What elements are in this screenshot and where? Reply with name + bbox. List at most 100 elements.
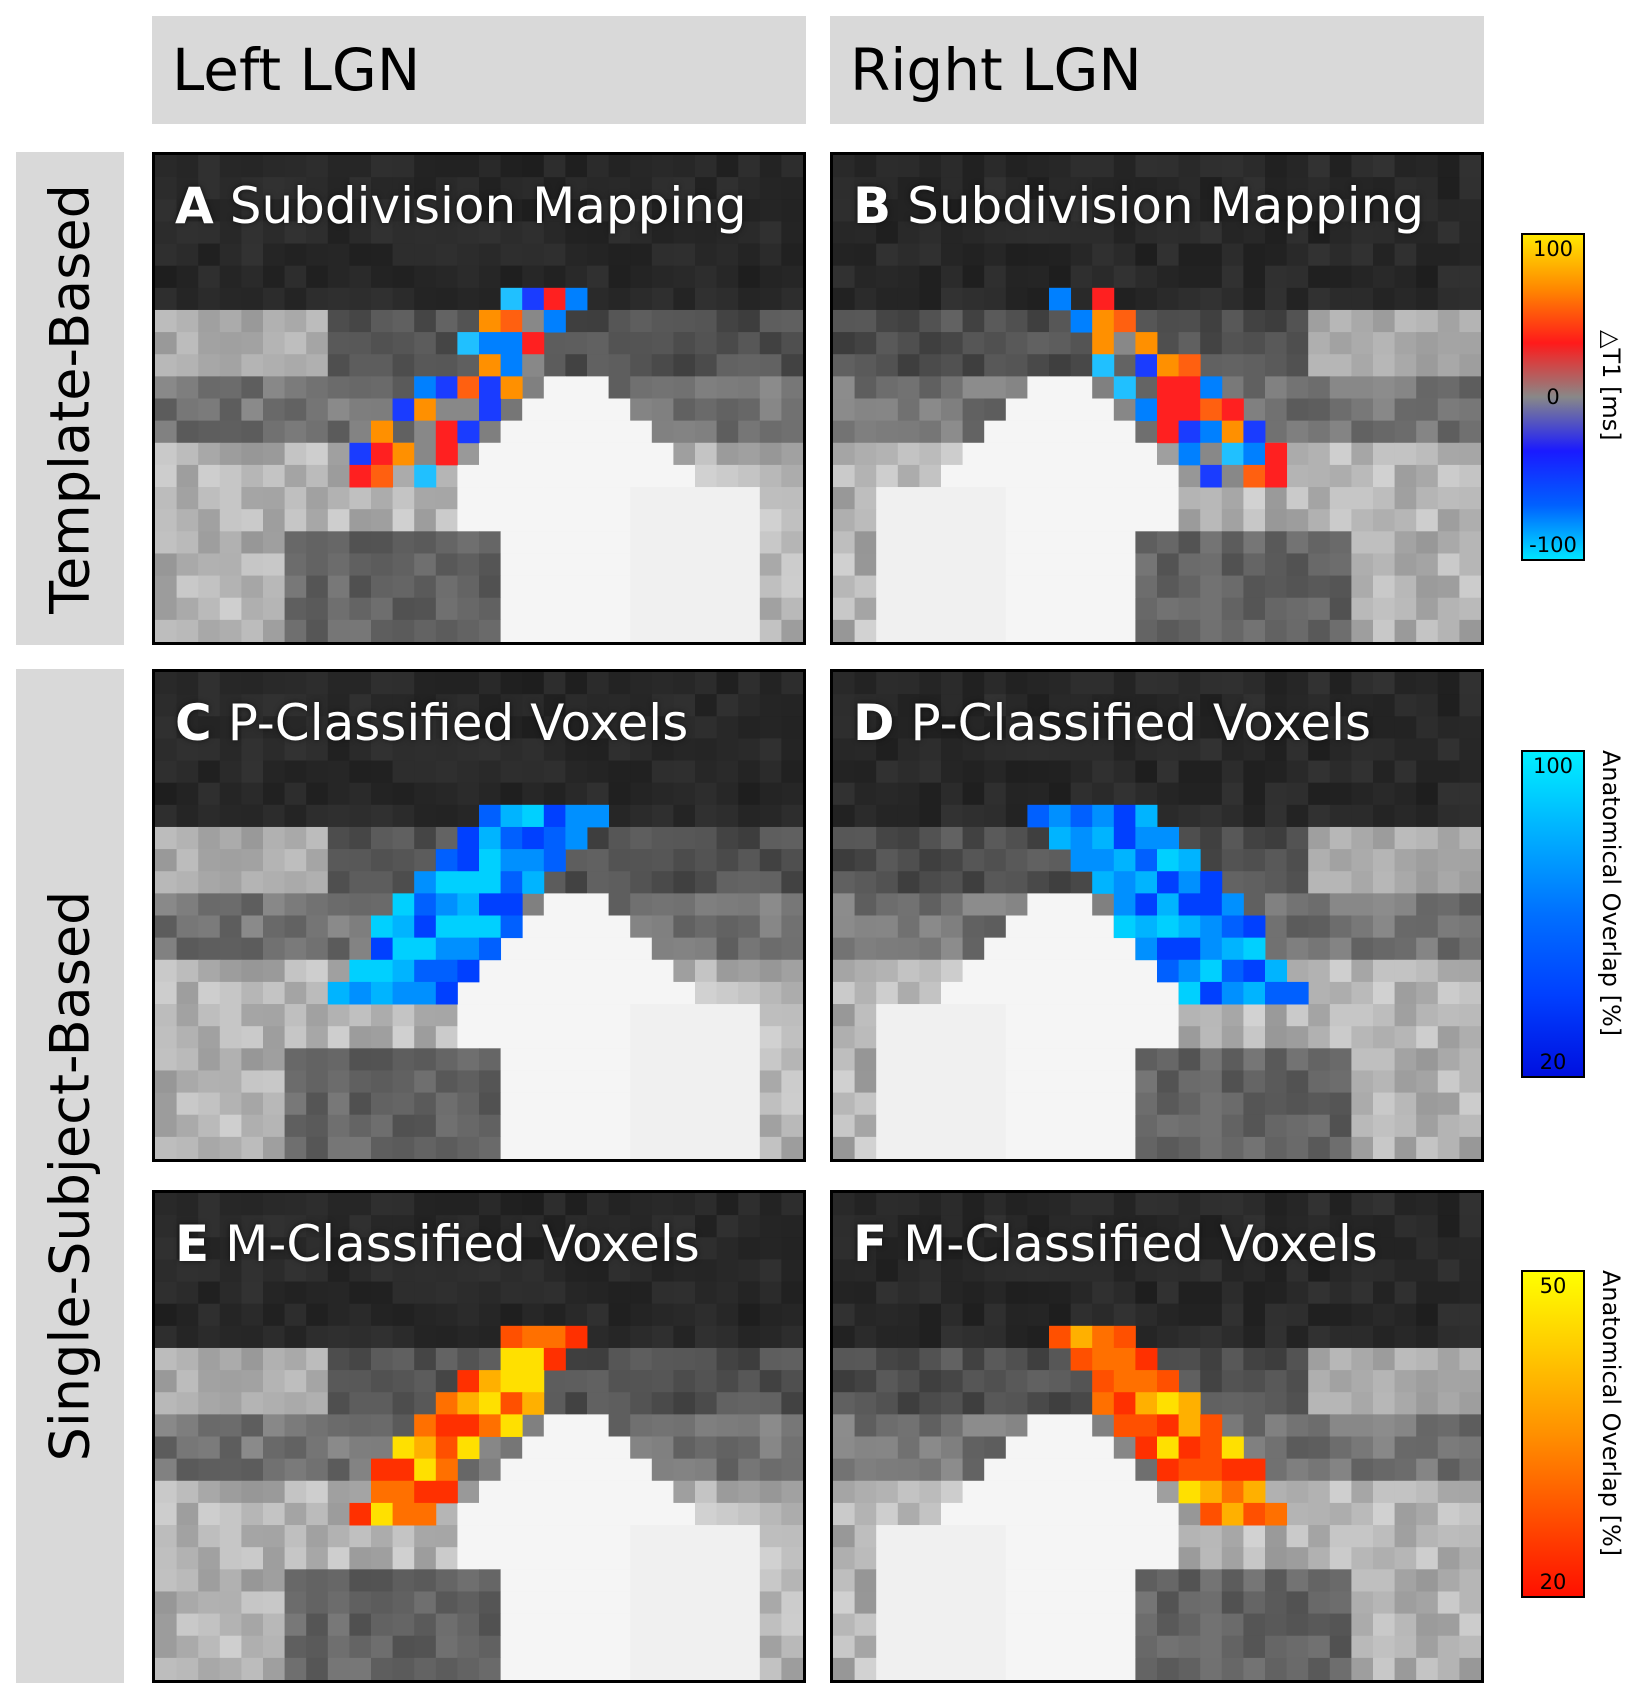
mri-voxel (1027, 1525, 1050, 1548)
mri-voxel (327, 199, 350, 222)
mri-voxel (941, 760, 964, 784)
mri-voxel (176, 1547, 199, 1570)
mri-voxel (1437, 221, 1460, 244)
mri-voxel (457, 1259, 480, 1282)
mri-voxel (327, 1569, 350, 1592)
overlay-voxel (392, 398, 415, 422)
mri-voxel (1221, 309, 1244, 333)
mri-voxel (608, 716, 631, 739)
mri-voxel (1416, 738, 1439, 761)
mri-voxel (854, 1414, 877, 1437)
mri-voxel (414, 1092, 437, 1116)
mri-voxel (759, 420, 782, 444)
mri-voxel (1308, 1547, 1331, 1570)
mri-voxel (1178, 716, 1201, 739)
overlay-voxel (543, 804, 566, 828)
mri-voxel (673, 597, 696, 621)
mri-voxel (479, 1048, 502, 1071)
mri-voxel (1157, 1657, 1180, 1680)
mri-voxel (1351, 1613, 1374, 1637)
overlay-voxel (1157, 1414, 1180, 1437)
mri-voxel (1459, 354, 1481, 377)
mri-voxel (854, 354, 877, 377)
mri-voxel (759, 575, 782, 599)
mri-voxel (781, 1458, 803, 1482)
overlay-voxel (1113, 804, 1136, 828)
mri-voxel (1308, 619, 1331, 642)
mri-voxel (155, 871, 178, 894)
overlay-voxel (371, 1480, 394, 1504)
mri-voxel (155, 804, 178, 828)
mri-voxel (435, 619, 458, 642)
mri-voxel (479, 1114, 502, 1138)
mri-voxel (738, 1114, 761, 1138)
mri-voxel (1221, 1657, 1244, 1680)
mri-voxel (716, 243, 739, 267)
mri-voxel (1200, 553, 1223, 577)
mri-voxel (414, 1281, 437, 1305)
mri-voxel (327, 716, 350, 739)
mri-voxel (327, 509, 350, 532)
mri-voxel (759, 509, 782, 532)
mri-voxel (176, 376, 199, 399)
mri-voxel (176, 1525, 199, 1548)
mri-voxel (219, 694, 242, 717)
mri-voxel (284, 672, 307, 695)
mri-voxel (1178, 1070, 1201, 1094)
mri-voxel (1351, 553, 1374, 577)
mri-voxel (543, 1657, 566, 1680)
mri-voxel (371, 849, 394, 872)
mri-voxel (651, 1259, 674, 1282)
mri-voxel (1373, 716, 1396, 739)
mri-voxel (241, 619, 264, 642)
mri-voxel (738, 1237, 761, 1260)
mri-voxel (673, 1370, 696, 1393)
mri-voxel (781, 1070, 803, 1094)
overlay-voxel (1113, 871, 1136, 894)
mri-voxel (1265, 1525, 1288, 1548)
overlay-voxel (435, 420, 458, 444)
mri-voxel (371, 332, 394, 355)
mri-voxel (327, 1237, 350, 1260)
mri-voxel (522, 1458, 545, 1482)
mri-voxel (1373, 575, 1396, 599)
mri-voxel (651, 1613, 674, 1637)
mri-voxel (587, 487, 610, 510)
mri-voxel (1113, 221, 1136, 244)
mri-voxel (263, 509, 286, 532)
mri-voxel (673, 1458, 696, 1482)
mri-voxel (716, 694, 739, 717)
mri-voxel (919, 199, 942, 222)
mri-voxel (284, 1237, 307, 1260)
mri-voxel (651, 1392, 674, 1415)
mri-voxel (1221, 782, 1244, 806)
mri-voxel (833, 694, 856, 717)
mri-voxel (392, 509, 415, 532)
mri-voxel (327, 1281, 350, 1305)
mri-voxel (738, 1547, 761, 1570)
mri-voxel (759, 243, 782, 267)
mri-voxel (349, 1347, 372, 1371)
overlay-voxel (457, 420, 480, 444)
mri-voxel (833, 1303, 856, 1327)
mri-voxel (1416, 1525, 1439, 1548)
mri-voxel (565, 1114, 588, 1138)
mri-voxel (962, 1281, 985, 1305)
mri-voxel (1221, 1370, 1244, 1393)
mri-voxel (651, 1458, 674, 1482)
mri-voxel (919, 760, 942, 784)
mri-voxel (371, 597, 394, 621)
mri-voxel (1308, 1114, 1331, 1138)
mri-voxel (349, 199, 372, 222)
mri-voxel (673, 738, 696, 761)
mri-voxel (155, 1259, 178, 1282)
mri-voxel (919, 1237, 942, 1260)
mri-voxel (349, 1436, 372, 1460)
mri-voxel (1113, 1547, 1136, 1570)
overlay-voxel (371, 1502, 394, 1526)
mri-voxel (306, 199, 329, 222)
mri-voxel (479, 1458, 502, 1482)
mri-voxel (984, 332, 1007, 355)
mri-voxel (1027, 597, 1050, 621)
mri-voxel (522, 1502, 545, 1526)
